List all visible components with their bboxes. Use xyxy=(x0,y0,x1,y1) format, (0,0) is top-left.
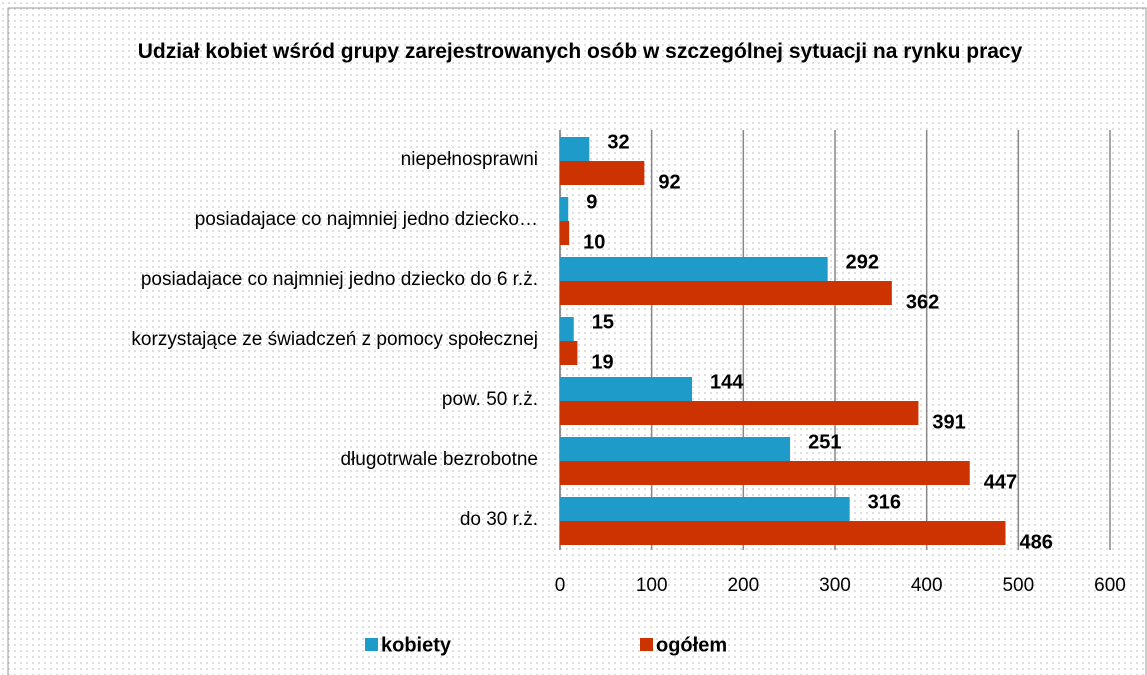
x-tick-label: 300 xyxy=(819,575,851,596)
bar xyxy=(560,197,569,221)
bar xyxy=(560,317,574,341)
frame xyxy=(7,7,1147,675)
value-label: 9 xyxy=(586,191,597,213)
bar xyxy=(560,377,692,401)
x-tick-label: 400 xyxy=(911,575,943,596)
x-tick-label: 100 xyxy=(636,575,668,596)
y-tick-label: do 30 r.ż. xyxy=(460,509,538,530)
value-label: 32 xyxy=(607,131,629,153)
legend-label: ogółem xyxy=(656,634,727,656)
value-label: 316 xyxy=(868,491,901,513)
value-label: 144 xyxy=(710,371,744,393)
x-tick-label: 200 xyxy=(727,575,759,596)
legend-swatch xyxy=(640,638,653,651)
bar xyxy=(560,161,645,185)
y-tick-label: pow. 50 r.ż. xyxy=(442,389,538,410)
bar xyxy=(560,137,590,161)
value-label: 251 xyxy=(808,431,841,453)
bar xyxy=(560,437,791,461)
value-label: 15 xyxy=(592,311,614,333)
legend-swatch xyxy=(365,638,378,651)
value-label: 486 xyxy=(1020,531,1053,553)
legend-label: kobiety xyxy=(381,634,452,656)
y-tick-label: korzystające ze świadczeń z pomocy społe… xyxy=(131,329,538,350)
value-label: 362 xyxy=(906,291,939,313)
y-tick-label: długotrwale bezrobotne xyxy=(340,449,538,470)
value-label: 391 xyxy=(932,411,965,433)
chart-title: Udział kobiet wśród grupy zarejestrowany… xyxy=(137,40,1023,63)
bar xyxy=(560,521,1006,545)
y-tick-label: posiadajace co najmniej jedno dziecko do… xyxy=(141,269,538,290)
value-label: 10 xyxy=(583,231,605,253)
value-label: 92 xyxy=(658,171,680,193)
bar xyxy=(560,281,892,305)
bar xyxy=(560,341,578,365)
bar xyxy=(560,257,828,281)
bar xyxy=(560,497,850,521)
x-tick-label: 500 xyxy=(1002,575,1034,596)
y-tick-label: niepełnosprawni xyxy=(401,149,538,170)
x-tick-label: 600 xyxy=(1094,575,1126,596)
value-label: 292 xyxy=(846,251,879,273)
y-tick-label: posiadajace co najmniej jedno dziecko… xyxy=(195,209,538,230)
bar xyxy=(560,401,919,425)
bar xyxy=(560,461,970,485)
value-label: 19 xyxy=(591,351,613,373)
value-label: 447 xyxy=(984,471,1017,493)
x-tick-label: 0 xyxy=(555,575,566,596)
bar xyxy=(560,221,570,245)
